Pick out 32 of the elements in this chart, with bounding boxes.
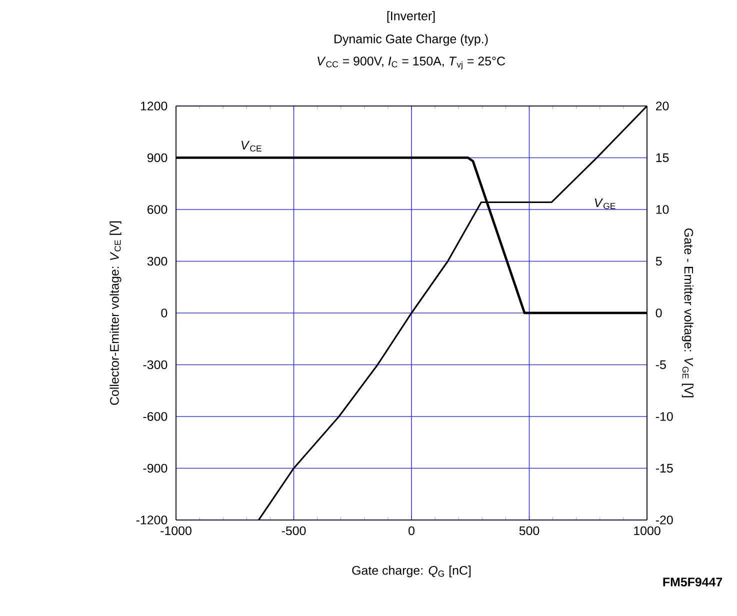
- y-tick-label: -300: [143, 360, 168, 370]
- y2-tick-label: -20: [656, 516, 673, 524]
- x-tick-label: -500: [282, 526, 306, 536]
- text: V$_{GE}$: [594, 198, 616, 210]
- y-axis-title: Collector-Emitter voltage: V$_{CE}$ [V]: [110, 221, 122, 405]
- y-tick-label: -900: [143, 464, 168, 473]
- y2-tick-label: 20: [656, 102, 669, 110]
- y-tick-label: 1200: [140, 102, 168, 110]
- y-tick-label: 0: [161, 308, 168, 318]
- x-tick-label: 1000: [634, 526, 660, 536]
- y2-tick-label: 5: [656, 256, 662, 266]
- chart-subtitle: Dynamic Gate Charge (typ.): [334, 34, 488, 46]
- y2-tick-label: 0: [656, 308, 662, 318]
- x-tick-label: -1000: [160, 526, 192, 536]
- y-tick-label: 900: [147, 153, 168, 162]
- x-tick-label: 0: [408, 526, 414, 536]
- y-tick-label: 600: [148, 205, 168, 214]
- y2-tick-label: -5: [656, 360, 666, 370]
- y2-tick-label: 10: [656, 205, 669, 214]
- y2-tick-label: -10: [656, 412, 673, 421]
- y-tick-label: -1200: [136, 516, 168, 524]
- y2-tick-label: 15: [656, 153, 669, 162]
- y2-tick-label: -15: [656, 464, 673, 473]
- series-label: V$_{CE}$: [242, 140, 262, 152]
- text: V$_{CC}$ = 900V, I$_{C}$ = 150A, T$_{vj}$ = 25°C: [318, 56, 506, 70]
- y-tick-label: -600: [143, 412, 168, 421]
- chart-title: [Inverter]: [387, 11, 435, 23]
- x-axis-title: Gate charge: Q$_{G}$ [nC]: [352, 566, 471, 578]
- x-tick-label: 500: [519, 526, 540, 536]
- text: FM5F9447: [663, 578, 722, 586]
- y-tick-label: 300: [147, 256, 168, 266]
- y2-axis-title: Gate - Emitter voltage: V$_{GE}$ [V]: [682, 228, 694, 398]
